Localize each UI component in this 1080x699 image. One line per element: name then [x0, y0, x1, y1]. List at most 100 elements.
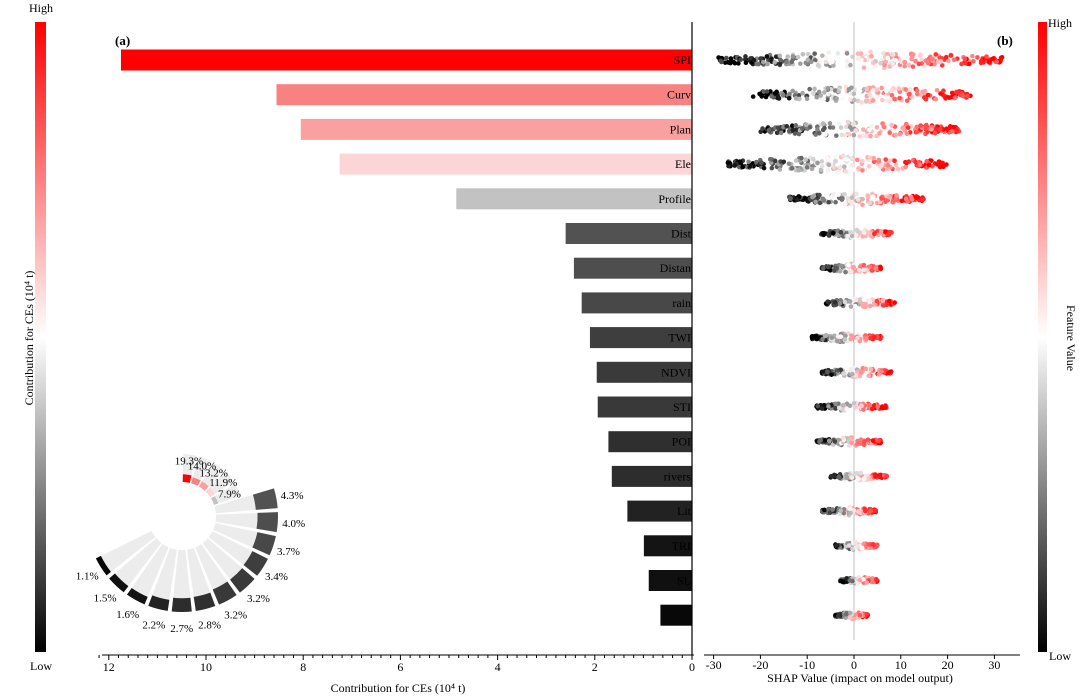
shap-point [847, 124, 853, 130]
shap-point [792, 131, 798, 136]
shap-point [737, 159, 743, 164]
shap-point [858, 470, 863, 476]
shap-point [822, 438, 828, 443]
shap-point [849, 163, 855, 168]
shap-point [829, 335, 835, 341]
bar-label-Distan: Distan [660, 261, 691, 275]
shap-point [853, 128, 858, 133]
shap-point [852, 540, 858, 546]
shap-point [830, 59, 835, 65]
radial-label: 1.6% [116, 609, 139, 621]
bar-NDVI [596, 361, 692, 383]
shap-point [732, 162, 737, 168]
shap-point [821, 266, 826, 271]
radial-track [211, 483, 241, 505]
panel-b-tick-label: -20 [752, 658, 768, 672]
shap-point [814, 336, 820, 342]
shap-point [800, 52, 806, 57]
shap-point [777, 61, 783, 66]
panel-b-x-axis-label: SHAP Value (impact on model output) [767, 671, 953, 685]
shap-point [778, 57, 783, 63]
shap-point [793, 96, 799, 101]
shap-point [855, 335, 860, 341]
radial-bar-3.2% [212, 581, 237, 605]
shap-point [840, 153, 846, 159]
bar-Profile [456, 188, 692, 210]
shap-point [834, 338, 840, 344]
shap-point [962, 60, 968, 66]
shap-point [829, 372, 834, 377]
shap-point [934, 87, 940, 93]
shap-point [900, 125, 906, 130]
shap-point [886, 370, 891, 376]
shap-point [849, 233, 855, 239]
shap-point [859, 100, 864, 105]
shap-point [879, 196, 884, 201]
shap-point [902, 63, 907, 69]
shap-point [849, 195, 855, 200]
shap-point [867, 402, 872, 408]
shap-point [842, 201, 848, 207]
shap-point [895, 166, 901, 172]
shap-point [870, 60, 876, 66]
shap-point [847, 403, 853, 409]
shap-point [914, 195, 919, 201]
shap-point [819, 163, 825, 169]
shap-point [854, 157, 860, 163]
panel-a-x-axis-label: Contribution for CEs (10⁴ t) [331, 681, 466, 695]
shap-point [881, 303, 886, 308]
shap-point [773, 54, 779, 59]
shap-point [830, 507, 835, 512]
shap-point [975, 55, 980, 60]
panel-a-tick-label: 0 [689, 660, 695, 674]
bar-SPI [120, 49, 692, 71]
panel-a-tick-label: 4 [495, 660, 501, 674]
shap-point [759, 160, 764, 166]
shap-point [843, 132, 848, 138]
shap-point [826, 264, 831, 269]
radial-label: 13.2% [200, 467, 228, 479]
shap-point [951, 57, 957, 63]
shap-point [880, 405, 885, 411]
shap-point [888, 98, 893, 104]
shap-point [737, 164, 742, 170]
shap-point [913, 159, 918, 165]
shap-point [923, 123, 929, 129]
shap-point [855, 56, 861, 62]
shap-point [856, 166, 861, 171]
shap-point [863, 366, 869, 372]
shap-point [833, 199, 838, 205]
left-colorbar: High Low Contribution for CEs (10⁴ t) [22, 1, 53, 673]
shap-point [777, 167, 783, 172]
panel-b-tick-label: 0 [851, 658, 857, 672]
shap-point [819, 159, 825, 164]
shap-point [878, 61, 883, 66]
shap-point [872, 231, 877, 237]
radial-label: 2.2% [142, 619, 165, 631]
shap-point [740, 164, 745, 170]
shap-point [857, 338, 863, 344]
shap-point [826, 199, 831, 205]
shap-point [843, 269, 848, 275]
radial-label: 1.5% [94, 592, 117, 604]
shap-point [743, 54, 748, 59]
shap-point [760, 126, 765, 131]
shap-point [966, 61, 972, 67]
shap-point [874, 133, 879, 139]
bar-TWI [589, 327, 692, 349]
shap-point [846, 262, 851, 268]
shap-point [798, 61, 803, 66]
shap-point [936, 159, 942, 164]
shap-point [816, 89, 822, 95]
shap-point [860, 196, 865, 202]
shap-point [831, 165, 837, 170]
shap-point [848, 506, 853, 511]
shap-point [856, 440, 861, 446]
shap-point [943, 54, 949, 60]
shap-point [821, 232, 826, 238]
shap-point [830, 125, 836, 130]
shap-point [874, 577, 879, 582]
shap-point [820, 336, 825, 342]
shap-point [884, 473, 889, 479]
shap-point [815, 160, 820, 166]
